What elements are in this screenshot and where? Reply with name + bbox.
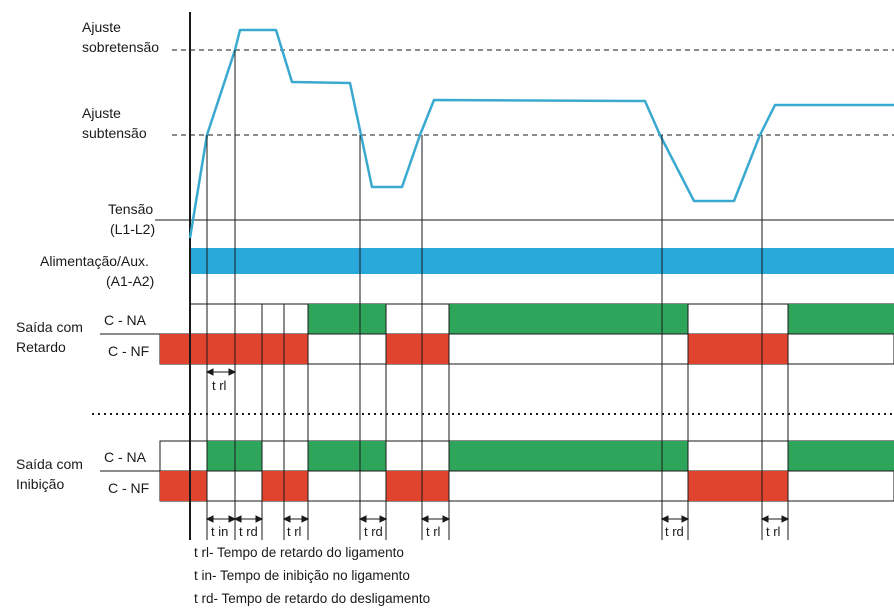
voltage-curve <box>188 28 894 239</box>
delay-no-row <box>189 303 894 335</box>
delay-no-label: C - NA <box>104 312 147 328</box>
inhibit-interval-trd-2: t rd <box>364 524 383 539</box>
legend-trl: t rl- Tempo de retardo do ligamento <box>194 545 404 560</box>
legend-tin: t in- Tempo de inibição no ligamento <box>194 568 410 583</box>
delay-group-label-line2: Retardo <box>16 339 66 355</box>
undervoltage-label-line2: subtensão <box>82 125 147 141</box>
supply-bar <box>190 248 894 274</box>
inhibit-group-label-line1: Saída com <box>16 456 83 472</box>
delay-nc-label: C - NF <box>108 343 149 359</box>
undervoltage-label-line1: Ajuste <box>82 105 121 121</box>
inhibit-group-label-line2: Inibição <box>16 476 64 492</box>
inhibit-interval-trl-1: t rl <box>287 524 302 539</box>
inhibit-interval-trl-2: t rl <box>426 524 441 539</box>
inhibit-interval-trl-3: t rl <box>766 524 781 539</box>
inhibit-interval-trd-3: t rd <box>665 524 684 539</box>
delay-nc-row <box>159 333 894 365</box>
inhibit-nc-label: C - NF <box>108 480 149 496</box>
delay-group-label-line1: Saída com <box>16 319 83 335</box>
supply-label-line1: Alimentação/Aux. <box>40 253 149 269</box>
supply-label-line2: (A1-A2) <box>106 273 154 289</box>
inhibit-no-label: C - NA <box>104 449 147 465</box>
interval-arrows <box>205 368 790 523</box>
inhibit-nc-row <box>159 470 894 502</box>
overvoltage-label-line1: Ajuste <box>82 19 121 35</box>
overvoltage-label-line2: sobretensão <box>82 39 159 55</box>
voltage-label-line2: (L1-L2) <box>110 221 155 237</box>
voltage-label-line1: Tensão <box>108 201 153 217</box>
inhibit-interval-trd-1: t rd <box>239 524 258 539</box>
legend-trd: t rd- Tempo de retardo do desligamento <box>194 591 430 606</box>
inhibit-interval-tin: t in <box>211 524 228 539</box>
delay-interval-trl: t rl <box>212 378 227 393</box>
inhibit-no-row <box>159 440 894 472</box>
